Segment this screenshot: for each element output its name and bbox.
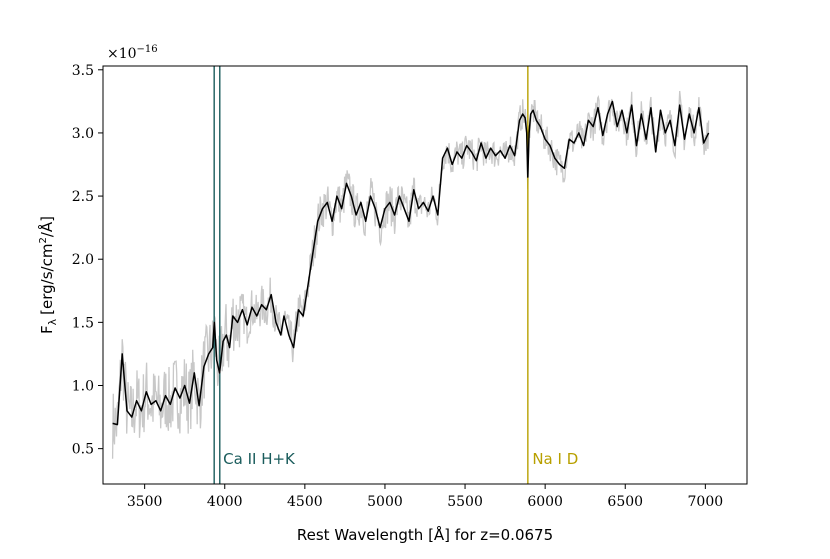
x-tick-label-6000: 6000 (527, 494, 563, 510)
x-axis-label: Rest Wavelength [Å] for z=0.0675 (297, 525, 553, 544)
y-axis: 0.5 1.0 1.5 2.0 2.5 3.0 3.5 (72, 63, 103, 458)
annotation-0: Ca II H+K (223, 450, 296, 468)
y-axis-label: Fλ[erg/s/cm2/Å] (37, 216, 59, 334)
x-tick-label-5500: 5500 (447, 494, 483, 510)
x-tick-label-4000: 4000 (207, 494, 243, 510)
y-tick-label-5: 3.0 (72, 126, 94, 142)
y-tick-label-1: 1.0 (72, 378, 94, 394)
x-axis: 3500 4000 4500 5000 5500 6000 6500 7000 (127, 484, 723, 510)
y-multiplier: ×10−16 (107, 44, 158, 62)
y-tick-label-3: 2.0 (72, 252, 94, 268)
vertical-lines-layer (213, 66, 529, 484)
raw-spectrum-layer (111, 90, 710, 459)
smoothed-spectrum-layer (112, 100, 710, 426)
y-tick-label-2: 1.5 (72, 315, 94, 331)
x-tick-label-5000: 5000 (367, 494, 403, 510)
x-tick-label-4500: 4500 (287, 494, 323, 510)
annotations-layer: Ca II H+K Na I D (223, 450, 578, 468)
x-tick-label-3500: 3500 (127, 494, 163, 510)
x-tick-label-7000: 7000 (688, 494, 724, 510)
x-tick-label-6500: 6500 (607, 494, 643, 510)
smoothed-spectrum-line (112, 100, 710, 426)
y-tick-label-0: 0.5 (72, 442, 94, 458)
plot-frame (102, 65, 748, 485)
raw-spectrum-line (111, 90, 710, 459)
y-tick-label-4: 2.5 (72, 189, 94, 205)
y-tick-label-6: 3.5 (72, 63, 94, 79)
annotation-1: Na I D (532, 450, 578, 468)
